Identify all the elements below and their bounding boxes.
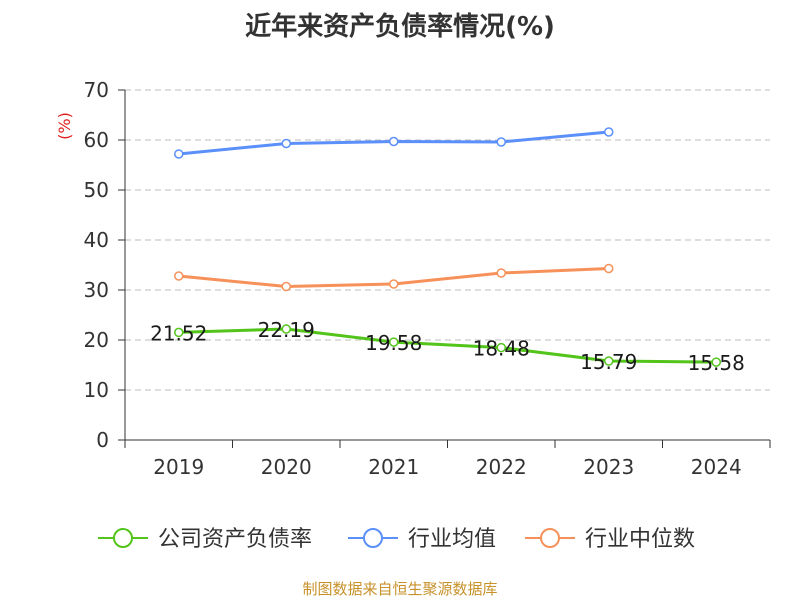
x-tick-label: 2019 <box>153 455 204 479</box>
data-point <box>174 327 184 338</box>
data-point <box>604 127 614 137</box>
data-point <box>281 281 291 292</box>
x-tick-label: 2023 <box>583 455 634 479</box>
x-tick-label: 2020 <box>261 455 312 479</box>
x-tick-label: 2024 <box>691 455 742 479</box>
y-tick-label: 20 <box>84 328 109 352</box>
data-point <box>281 324 291 334</box>
data-point <box>496 342 506 353</box>
data-point <box>604 263 614 274</box>
data-point <box>496 268 506 278</box>
legend-label: 行业均值 <box>408 527 496 552</box>
data-point <box>174 149 184 159</box>
legend-label: 公司资产负债率 <box>158 527 312 552</box>
data-point <box>604 356 614 366</box>
legend-marker <box>540 528 560 548</box>
y-tick-label: 10 <box>84 378 109 402</box>
x-tick-label: 2021 <box>368 455 419 479</box>
data-point <box>281 138 291 149</box>
y-axis-label: (%) <box>55 112 74 140</box>
data-point <box>496 137 506 147</box>
series-line <box>178 327 717 364</box>
data-label: 15.79 <box>580 350 637 374</box>
data-point <box>389 279 399 289</box>
data-label: 22.19 <box>258 318 315 342</box>
data-point <box>389 337 399 347</box>
chart-title: 近年来资产负债率情况(%) <box>245 12 555 42</box>
data-label: 18.48 <box>473 337 530 361</box>
y-tick-label: 40 <box>84 228 109 252</box>
legend-marker <box>113 528 133 548</box>
y-tick-label: 30 <box>84 278 109 302</box>
y-tick-label: 60 <box>84 128 109 152</box>
y-tick-label: 0 <box>96 428 109 452</box>
source-note: 制图数据来自恒生聚源数据库 <box>302 580 498 598</box>
y-tick-label: 50 <box>84 178 109 202</box>
y-tick-label: 70 <box>84 78 109 102</box>
data-point <box>711 357 721 367</box>
legend-label: 行业中位数 <box>585 527 695 552</box>
data-label: 21.52 <box>150 321 207 345</box>
legend-marker <box>363 528 383 548</box>
data-label: 15.58 <box>688 351 745 375</box>
data-point <box>174 271 184 281</box>
x-tick-label: 2022 <box>476 455 527 479</box>
data-label: 19.58 <box>365 331 422 355</box>
data-point <box>389 136 399 147</box>
